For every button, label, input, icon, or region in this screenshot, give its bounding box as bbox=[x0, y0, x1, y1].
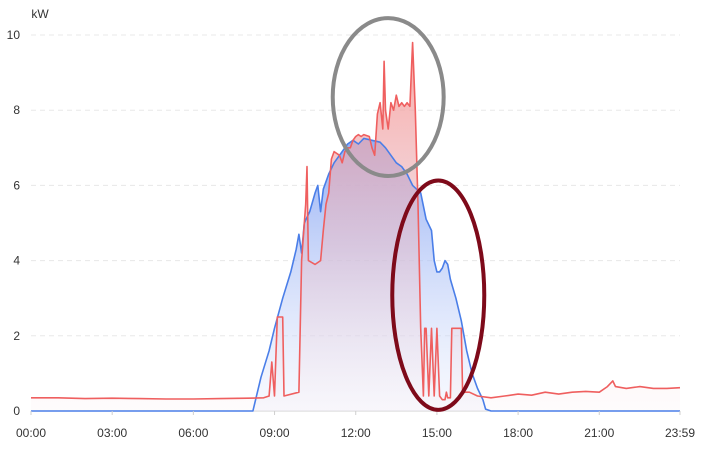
highlight-annotations bbox=[330, 16, 487, 412]
series-lines bbox=[31, 41, 681, 412]
x-tick-label: 03:00 bbox=[97, 426, 127, 440]
x-tick-label: 09:00 bbox=[260, 426, 290, 440]
x-tick-label: 23:59 bbox=[665, 426, 695, 440]
series-areas bbox=[31, 42, 680, 411]
x-tick-label: 18:00 bbox=[503, 426, 533, 440]
y-tick-label: 10 bbox=[7, 28, 21, 42]
y-tick-label: 4 bbox=[13, 254, 20, 268]
series-2-line bbox=[31, 41, 681, 401]
x-tick-label: 15:00 bbox=[422, 426, 452, 440]
y-tick-label: 0 bbox=[13, 404, 20, 418]
x-tick-label: 21:00 bbox=[584, 426, 614, 440]
y-tick-label: 2 bbox=[13, 329, 20, 343]
y-axis-unit-label: kW bbox=[31, 7, 49, 21]
x-tick-label: 06:00 bbox=[178, 426, 208, 440]
axes: kW 0 2 4 6 8 10 00:00 03:00 06:00 09:00 12:00 15:00… bbox=[7, 7, 696, 440]
highlight-ellipse-1 bbox=[330, 16, 446, 178]
y-tick-label: 6 bbox=[13, 178, 20, 192]
x-tick-label: 12:00 bbox=[341, 426, 371, 440]
y-tick-label: 8 bbox=[13, 103, 20, 117]
series-1-line bbox=[31, 137, 680, 412]
series-2-area bbox=[31, 42, 680, 411]
highlight-ellipse-2 bbox=[390, 178, 487, 412]
x-tick-label: 00:00 bbox=[16, 426, 46, 440]
